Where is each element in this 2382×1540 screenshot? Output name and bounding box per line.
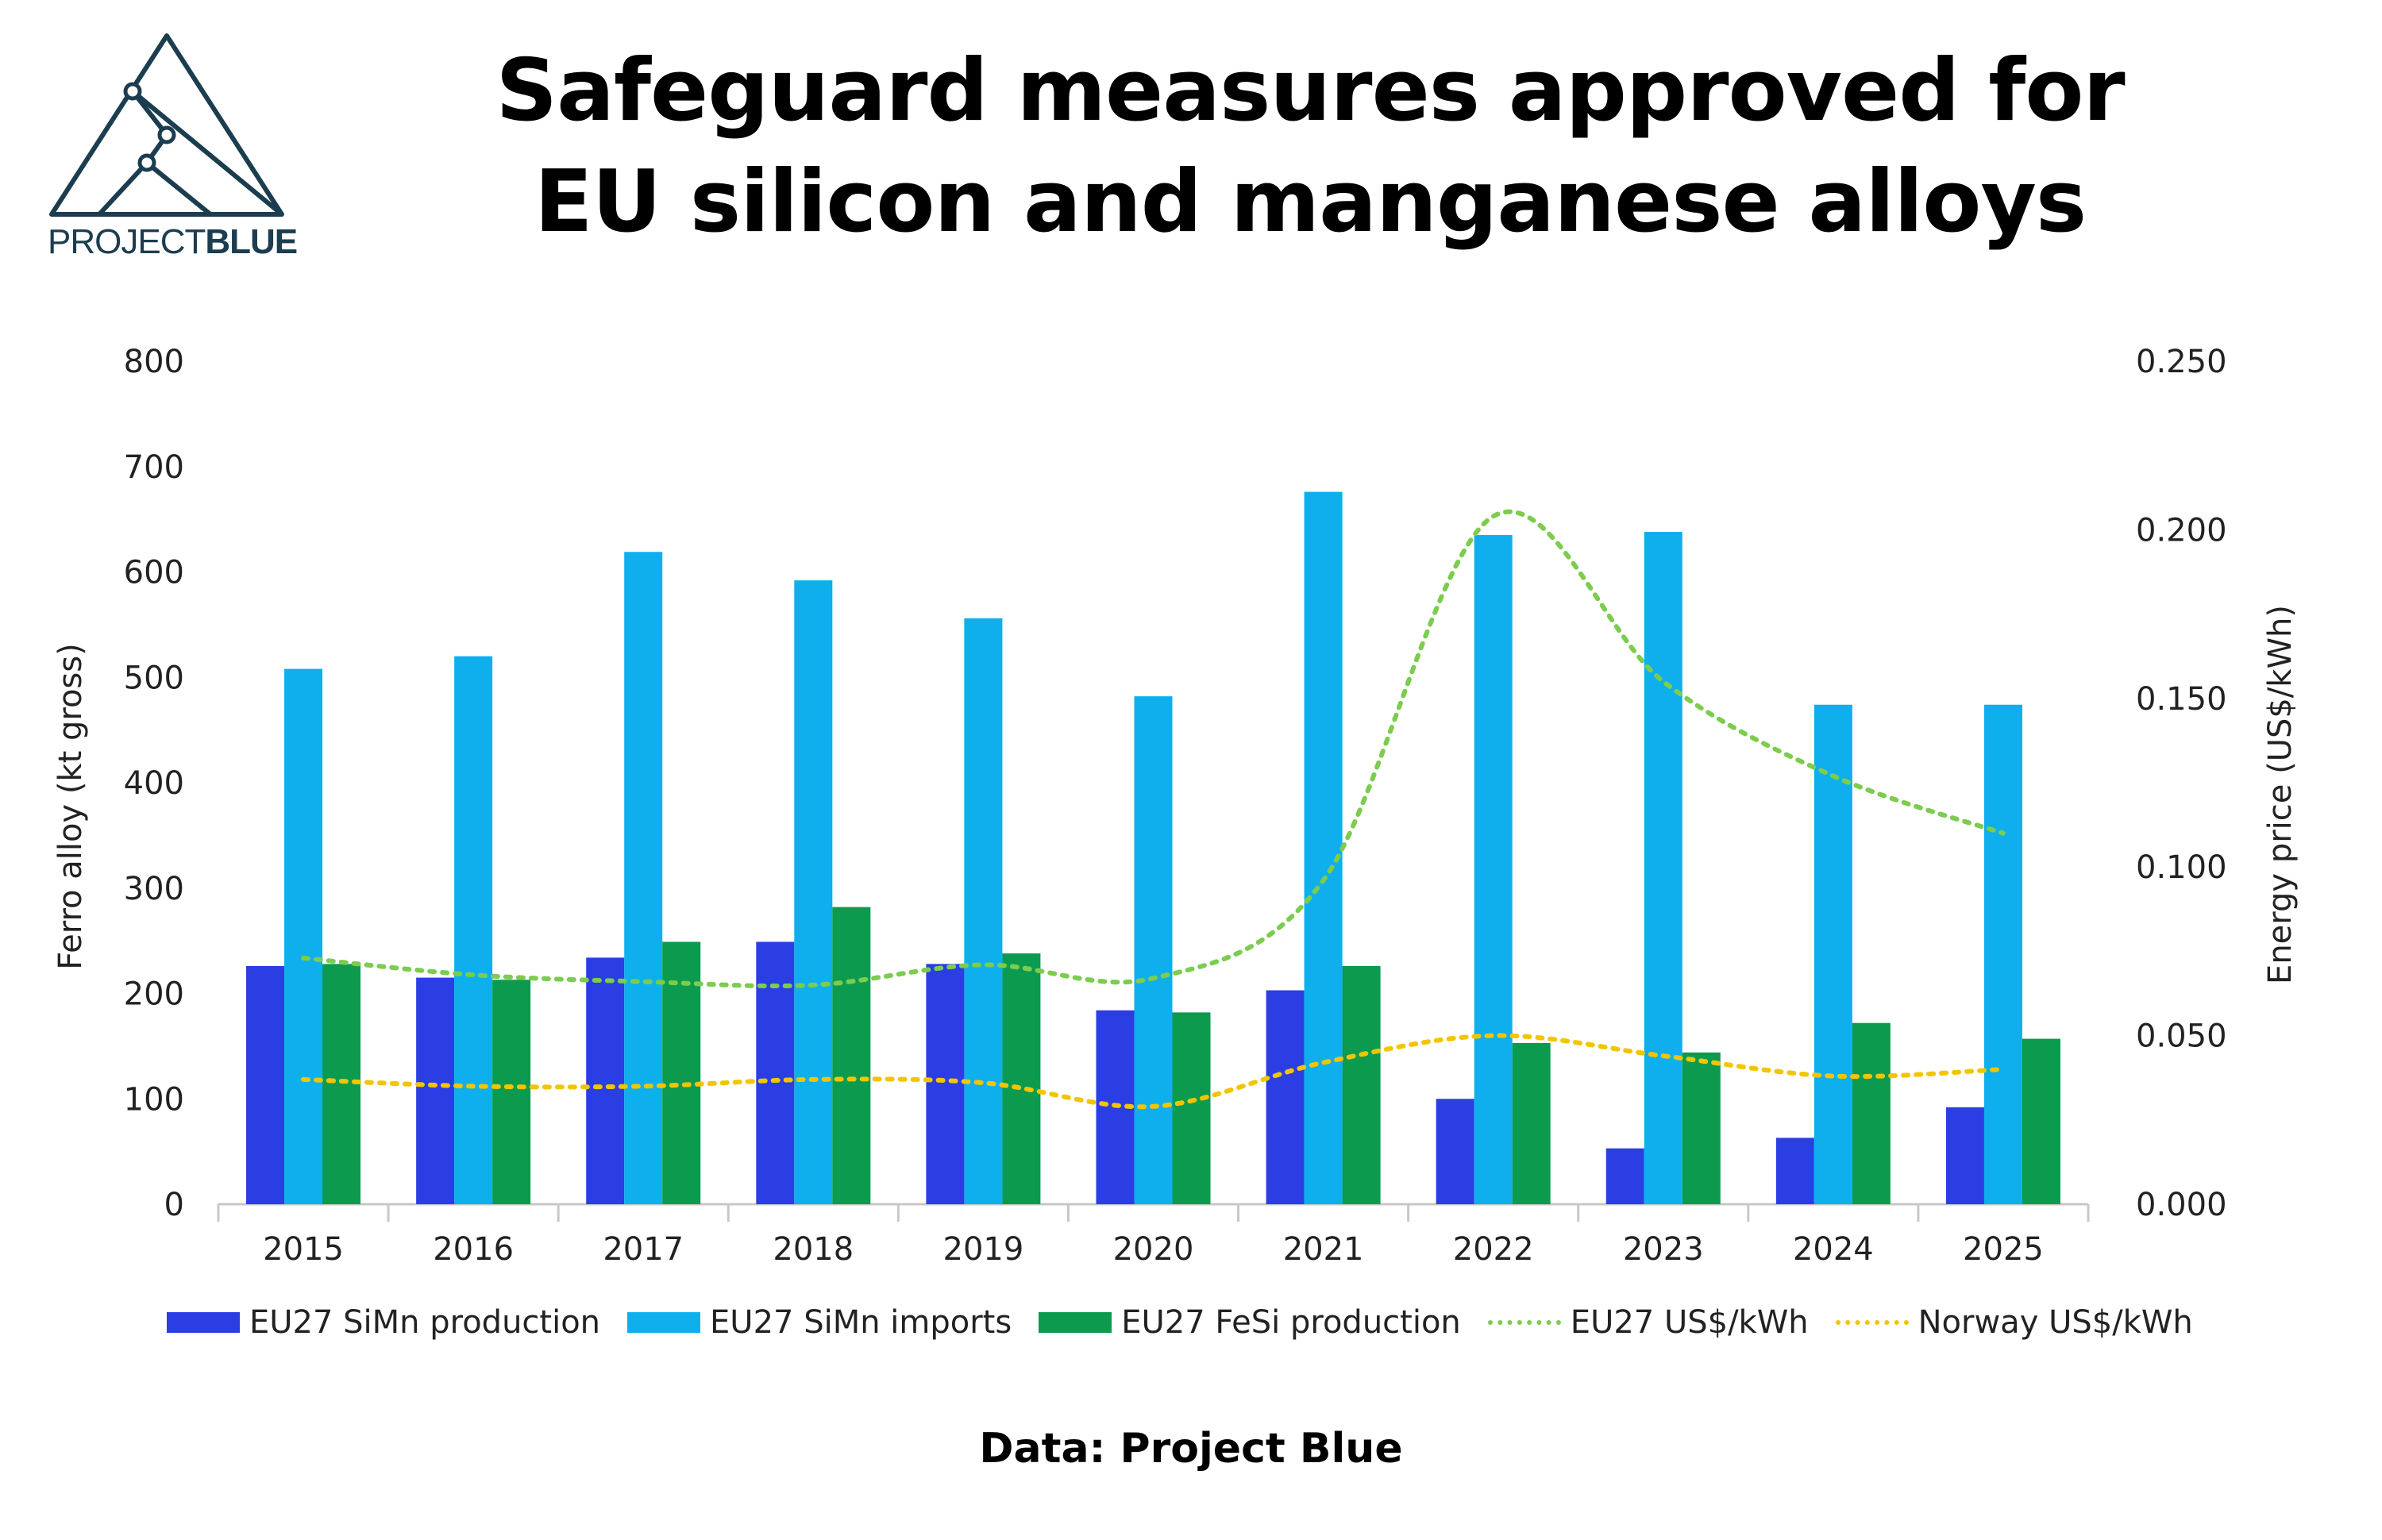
legend-item: EU27 SiMn imports [627,1304,1012,1341]
bar [1605,1148,1644,1204]
logo-wordmark: PROJECTBLUE [48,222,298,262]
legend-item: Norway US$/kWh [1835,1304,2193,1341]
chart-title-line-2: EU silicon and manganese alloys [534,152,2087,252]
legend-swatch [627,1312,701,1333]
y2-axis-title: Energy price (US$/kWh) [2262,605,2299,984]
bar [2022,1038,2060,1204]
y2-tick-label: 0.050 [2136,1018,2227,1055]
x-tick-label: 2018 [773,1231,854,1268]
bar [964,618,1003,1204]
bar [1172,1012,1211,1204]
y2-tick-label: 0.100 [2136,849,2227,886]
bar [926,964,965,1204]
bar [624,552,663,1204]
x-tick-label: 2015 [263,1231,344,1268]
logo-text-light: PROJECT [48,222,206,261]
series-line [301,509,2006,989]
series-line [301,1033,2006,1110]
legend-label: EU27 SiMn production [249,1304,601,1341]
bar [1983,704,2022,1204]
bar [1644,532,1682,1204]
y2-tick-label: 0.200 [2136,512,2227,549]
bar [1813,704,1852,1204]
x-tick-label: 2016 [433,1231,514,1268]
chart-title-line-1: Safeguard measures approved for [495,41,2125,141]
y-tick-label: 200 [124,976,184,1013]
bar [794,580,833,1204]
project-blue-logo-icon [49,33,284,217]
x-tick-label: 2019 [943,1231,1024,1268]
bar [1474,535,1513,1204]
y-tick-label: 600 [124,555,184,591]
y-axis-title: Ferro alloy (kt gross) [52,643,89,969]
x-tick-label: 2017 [603,1231,684,1268]
bar [1512,1042,1551,1204]
x-tick-label: 2024 [1793,1231,1874,1268]
bar [832,907,871,1204]
y-tick-label: 300 [124,871,184,907]
logo-text-bold: BLUE [205,222,298,261]
data-source: Data: Project Blue [979,1425,1403,1473]
bar [1266,990,1305,1204]
bar [756,941,795,1204]
bar [1134,696,1173,1204]
y-tick-label: 800 [124,344,184,380]
legend-label: EU27 US$/kWh [1570,1304,1809,1341]
bar [1775,1138,1814,1204]
bar [416,977,455,1204]
legend-item: EU27 US$/kWh [1487,1304,1809,1341]
y2-tick-label: 0.000 [2136,1187,2227,1223]
x-tick-label: 2020 [1113,1231,1194,1268]
legend-swatch [1835,1320,1909,1325]
y2-tick-label: 0.250 [2136,344,2227,380]
legend-swatch [167,1312,240,1333]
y-tick-label: 400 [124,765,184,802]
chart: 0 100 200 300 400 500 600 700 800 0.000 0.050 0.100… [52,344,2299,1268]
bar [454,656,493,1204]
y-tick-label: 0 [164,1187,184,1223]
bar [1682,1052,1721,1204]
bar [1852,1022,1891,1204]
y-tick-label: 500 [124,660,184,696]
chart-title: Safeguard measures approved for EU silic… [397,36,2223,258]
bar [1002,953,1041,1204]
x-tick-label: 2021 [1283,1231,1364,1268]
bar [492,980,531,1204]
bar [586,957,625,1204]
chart-legend: EU27 SiMn production EU27 SiMn imports EU2… [167,1299,2220,1346]
legend-item: EU27 FeSi production [1039,1304,1461,1341]
y2-tick-label: 0.150 [2136,681,2227,718]
x-tick-label: 2022 [1453,1231,1534,1268]
bar [662,941,701,1204]
bar [1342,965,1381,1204]
bar [1436,1099,1474,1204]
legend-label: EU27 FeSi production [1121,1304,1461,1341]
x-tick-label: 2023 [1623,1231,1704,1268]
x-tick-label: 2025 [1963,1231,2044,1268]
legend-swatch [1039,1312,1112,1333]
bar [246,965,285,1204]
legend-label: Norway US$/kWh [1918,1304,2193,1341]
y-tick-label: 700 [124,449,184,486]
legend-label: EU27 SiMn imports [710,1304,1012,1341]
legend-swatch [1487,1320,1561,1325]
bar [284,668,323,1204]
y-tick-label: 100 [124,1081,184,1118]
legend-item: EU27 SiMn production [167,1304,600,1341]
bar [1945,1107,1984,1204]
bar [1304,491,1343,1204]
